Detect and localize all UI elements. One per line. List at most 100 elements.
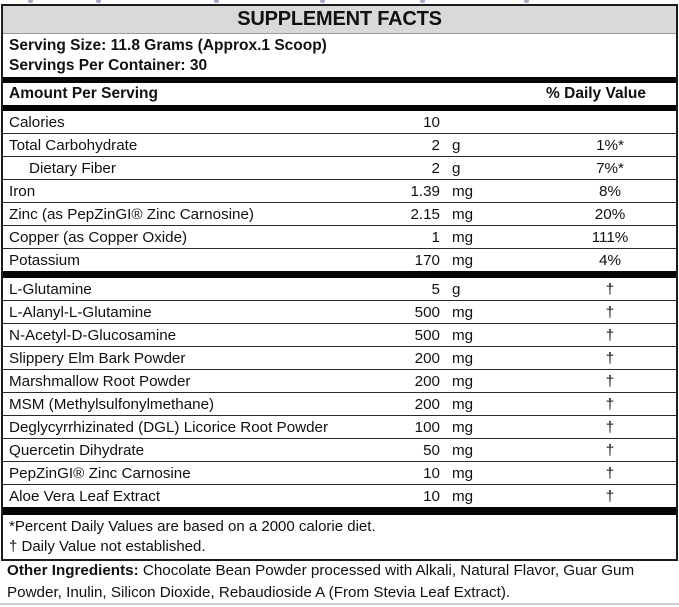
ingredient-unit: mg — [452, 303, 474, 321]
serving-size-text: Serving Size: 11.8 Grams (Approx.1 Scoop… — [9, 37, 327, 54]
ingredient-row: Potassium 170 mg 4% — [3, 248, 676, 271]
ingredient-name: Marshmallow Root Powder — [9, 372, 191, 390]
ingredient-amount: 500 — [414, 326, 440, 344]
other-ingredients: Other Ingredients: Chocolate Bean Powder… — [3, 560, 673, 604]
ingredient-amount: 200 — [414, 395, 440, 413]
ingredient-unit: mg — [452, 205, 474, 223]
ingredient-row: MSM (Methylsulfonylmethane) 200 mg † — [3, 392, 676, 415]
ingredient-amount: 50 — [423, 441, 440, 459]
clipped-glyph-fragment — [320, 0, 325, 3]
ingredient-daily-value: † — [605, 280, 615, 298]
ingredient-row: PepZinGI® Zinc Carnosine 10 mg † — [3, 461, 676, 484]
ingredient-daily-value: † — [605, 303, 615, 321]
ingredient-row: Quercetin Dihydrate 50 mg † — [3, 438, 676, 461]
ingredient-row: Total Carbohydrate 2 g 1%* — [3, 133, 676, 156]
ingredient-unit: mg — [452, 251, 474, 269]
ingredient-name: Iron — [9, 182, 36, 200]
ingredient-unit: g — [452, 280, 461, 298]
ingredient-daily-value: 111% — [591, 228, 629, 246]
ingredient-daily-value: 7%* — [596, 159, 624, 177]
ingredient-row: L-Alanyl-L-Glutamine 500 mg † — [3, 300, 676, 323]
ingredient-daily-value: 4% — [599, 251, 621, 269]
bottom-edge-line — [0, 603, 679, 605]
supplement-facts-panel: SUPPLEMENT FACTS Serving Size: 11.8 Gram… — [1, 4, 678, 561]
ingredient-unit: g — [452, 136, 461, 154]
ingredient-row: Aloe Vera Leaf Extract 10 mg † — [3, 484, 676, 507]
clipped-glyph-fragment — [28, 0, 33, 3]
ingredient-daily-value: † — [605, 464, 615, 482]
ingredient-name: Dietary Fiber — [29, 159, 116, 177]
other-ingredients-text: Chocolate Bean Powder processed with Alk… — [7, 562, 635, 601]
panel-title: SUPPLEMENT FACTS — [3, 6, 676, 34]
ingredient-name: Zinc (as PepZinGI® Zinc Carnosine) — [9, 205, 254, 223]
ingredient-daily-value: 1%* — [596, 136, 624, 154]
ingredient-unit: mg — [452, 372, 474, 390]
ingredient-daily-value: † — [605, 395, 615, 413]
clipped-text-above — [0, 0, 679, 4]
ingredient-unit: mg — [452, 418, 474, 436]
daily-value-header: % Daily Value — [546, 85, 646, 102]
ingredient-daily-value: † — [605, 441, 615, 459]
ingredient-unit: mg — [452, 182, 474, 200]
ingredient-name: Slippery Elm Bark Powder — [9, 349, 186, 367]
ingredient-row: Dietary Fiber 2 g 7%* — [3, 156, 676, 179]
serving-info: Serving Size: 11.8 Grams (Approx.1 Scoop… — [3, 34, 676, 77]
ingredient-row: Iron 1.39 mg 8% — [3, 179, 676, 202]
ingredient-row: Deglycyrrhizinated (DGL) Licorice Root P… — [3, 415, 676, 438]
botanicals-section: L-Glutamine 5 g † L-Alanyl-L-Glutamine 500 mg †… — [3, 278, 676, 507]
ingredient-amount: 1 — [431, 228, 440, 246]
ingredient-amount: 170 — [414, 251, 440, 269]
ingredient-name: L-Glutamine — [9, 280, 92, 298]
ingredient-unit: mg — [452, 349, 474, 367]
ingredient-unit: mg — [452, 487, 474, 505]
ingredient-name: Calories — [9, 113, 65, 131]
ingredient-daily-value: 8% — [599, 182, 621, 200]
ingredient-amount: 100 — [414, 418, 440, 436]
ingredient-name: Potassium — [9, 251, 80, 269]
thick-divider-bar — [3, 105, 676, 111]
thick-divider-bar — [3, 77, 676, 83]
ingredient-unit: mg — [452, 464, 474, 482]
clipped-glyph-fragment — [214, 0, 219, 3]
ingredient-amount: 5 — [431, 280, 440, 298]
amount-per-serving-header: Amount Per Serving — [9, 85, 158, 102]
ingredient-unit: mg — [452, 326, 474, 344]
ingredient-amount: 10 — [423, 113, 440, 131]
ingredient-row: L-Glutamine 5 g † — [3, 278, 676, 300]
ingredient-unit: mg — [452, 228, 474, 246]
dv-not-established-footnote: † Daily Value not established. — [9, 538, 206, 555]
thick-divider-bar — [3, 507, 676, 515]
thick-divider-bar — [3, 271, 676, 278]
ingredient-row: Calories 10 — [3, 111, 676, 133]
ingredient-amount: 2.15 — [410, 205, 440, 223]
ingredient-name: MSM (Methylsulfonylmethane) — [9, 395, 215, 413]
ingredient-row: Copper (as Copper Oxide) 1 mg 111% — [3, 225, 676, 248]
ingredient-daily-value: † — [605, 418, 615, 436]
ingredient-daily-value: † — [605, 372, 615, 390]
servings-per-container-text: Servings Per Container: 30 — [9, 57, 208, 74]
ingredient-unit: mg — [452, 441, 474, 459]
nutrients-section: Calories 10 Total Carbohydrate 2 g 1%* Dietary… — [3, 111, 676, 271]
ingredient-amount: 500 — [414, 303, 440, 321]
ingredient-amount: 10 — [423, 464, 440, 482]
ingredient-amount: 1.39 — [410, 182, 440, 200]
clipped-glyph-fragment — [96, 0, 101, 3]
clipped-glyph-fragment — [420, 0, 425, 3]
footnotes: *Percent Daily Values are based on a 200… — [3, 515, 676, 559]
ingredient-unit: mg — [452, 395, 474, 413]
ingredient-amount: 2 — [431, 159, 440, 177]
ingredient-name: Deglycyrrhizinated (DGL) Licorice Root P… — [9, 418, 329, 436]
ingredient-name: PepZinGI® Zinc Carnosine — [9, 464, 191, 482]
ingredient-name: N-Acetyl-D-Glucosamine — [9, 326, 177, 344]
ingredient-unit: g — [452, 159, 461, 177]
ingredient-amount: 10 — [423, 487, 440, 505]
ingredient-name: Aloe Vera Leaf Extract — [9, 487, 161, 505]
ingredient-daily-value: † — [605, 349, 615, 367]
ingredient-daily-value: † — [605, 326, 615, 344]
ingredient-row: Slippery Elm Bark Powder 200 mg † — [3, 346, 676, 369]
ingredient-row: Zinc (as PepZinGI® Zinc Carnosine) 2.15 mg… — [3, 202, 676, 225]
ingredient-name: L-Alanyl-L-Glutamine — [9, 303, 152, 321]
ingredient-row: N-Acetyl-D-Glucosamine 500 mg † — [3, 323, 676, 346]
ingredient-daily-value: 20% — [594, 205, 626, 223]
